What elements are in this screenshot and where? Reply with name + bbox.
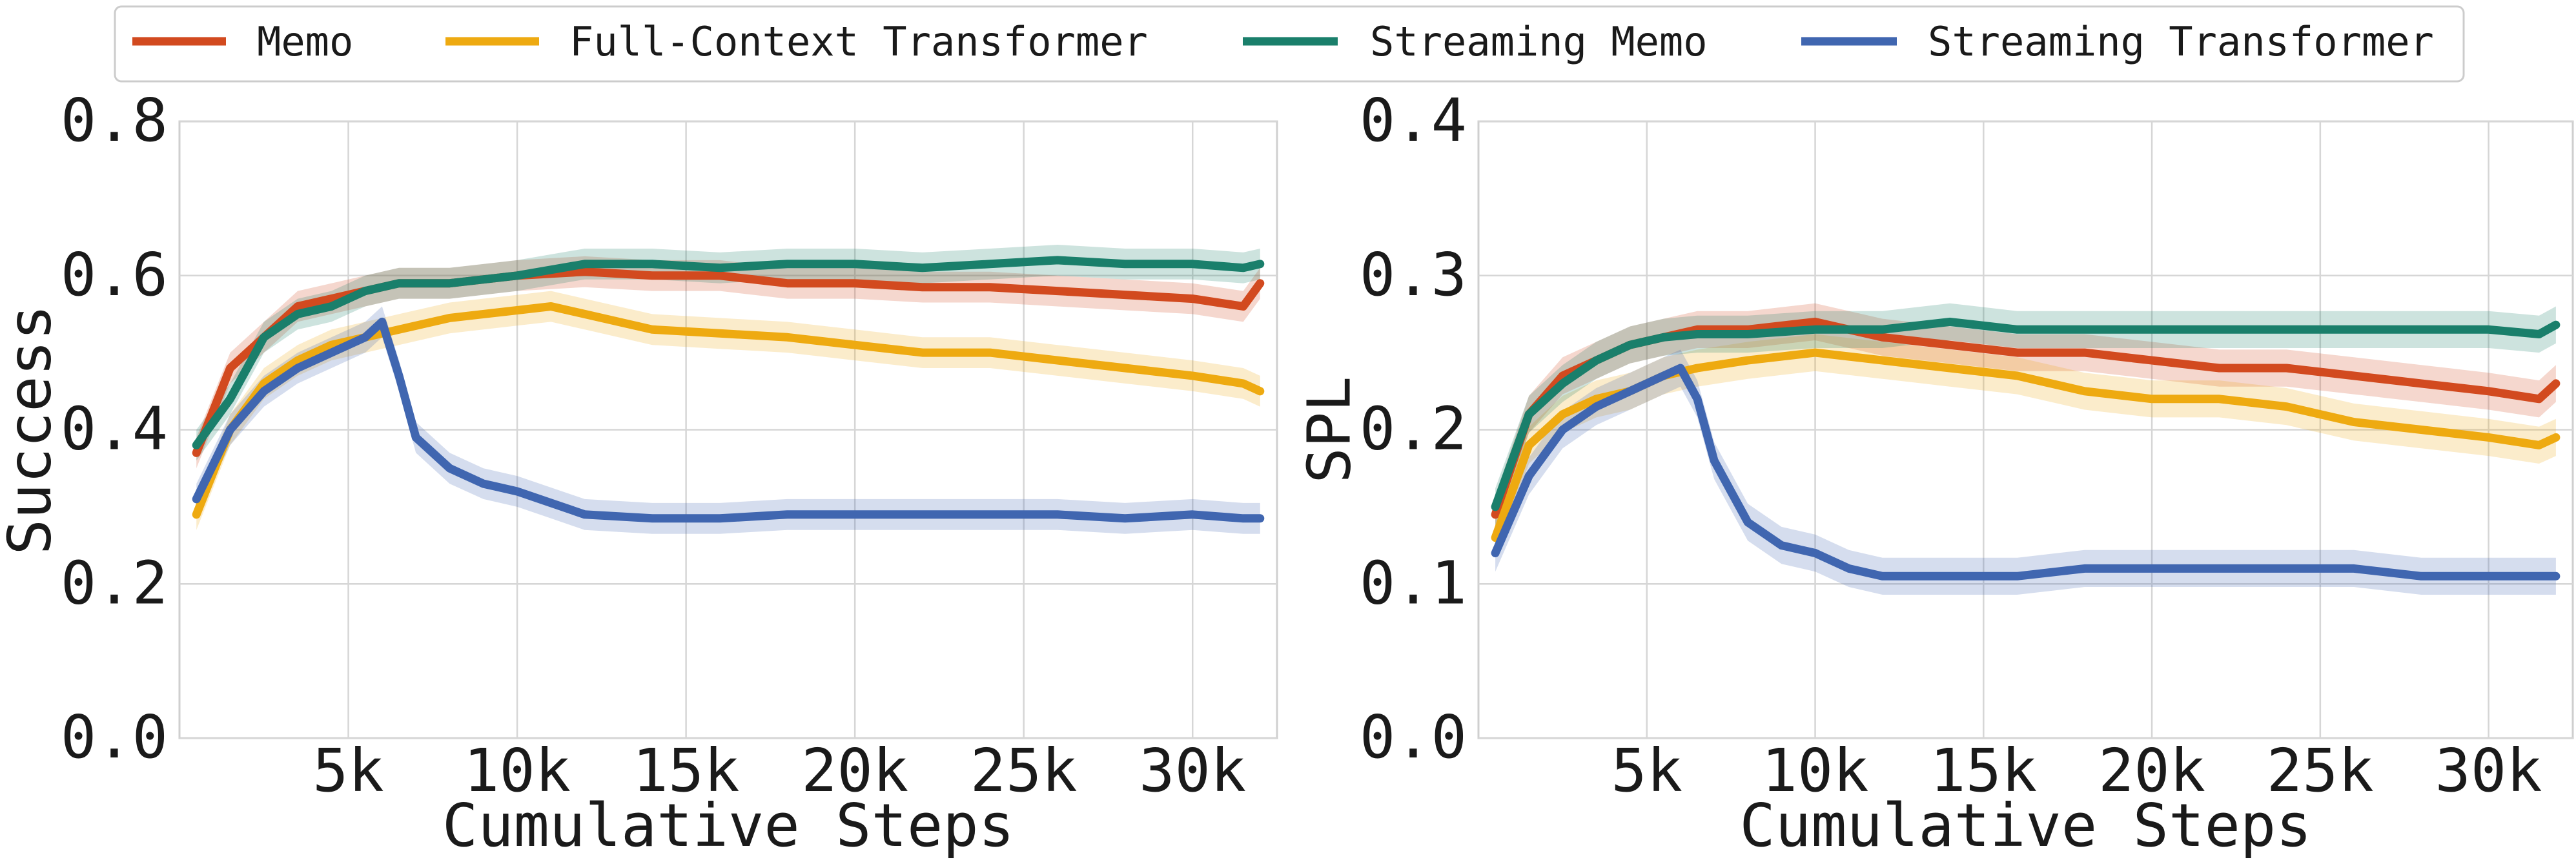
line-streaming-transformer <box>1491 364 2561 581</box>
legend-label-full-context-transformer: Full-Context Transformer <box>569 18 1148 65</box>
x-tick-label: 25k <box>2267 736 2374 805</box>
y-tick-label: 0.0 <box>61 703 168 772</box>
x-tick-label: 10k <box>1761 736 1868 805</box>
x-tick-label: 20k <box>801 736 908 805</box>
line-full-context-transformer <box>192 302 1265 519</box>
legend-entry-memo: Memo <box>132 18 353 65</box>
band-full-context-transformer <box>1495 334 2556 557</box>
x-tick-label: 5k <box>312 736 384 805</box>
legend-label-memo: Memo <box>257 18 353 65</box>
y-tick-label: 0.8 <box>61 86 168 155</box>
x-axis-label: Cumulative Steps <box>1739 791 2311 860</box>
y-tick-label: 0.1 <box>1360 548 1467 617</box>
x-tick-label: 30k <box>2435 736 2542 805</box>
y-tick-label: 0.0 <box>1360 703 1467 772</box>
legend-entry-full-context-transformer: Full-Context Transformer <box>445 18 1148 65</box>
x-tick-label: 10k <box>464 736 571 805</box>
line-streaming-transformer <box>192 317 1265 523</box>
legend: Memo Full-Context Transformer Streaming … <box>114 5 2465 83</box>
success-chart: 0.0 0.2 0.4 0.6 0.8 5k 10k 15k 20k 25k 30k Cumulati… <box>0 86 1278 860</box>
legend-label-streaming-transformer: Streaming Transformer <box>1928 18 2434 65</box>
x-tick-label: 30k <box>1139 736 1246 805</box>
line-memo <box>192 267 1265 457</box>
spl-chart: 0.0 0.1 0.2 0.3 0.4 5k 10k 15k 20k 25k 30k Cumulati… <box>1294 86 2574 860</box>
y-tick-label: 0.3 <box>1360 240 1467 309</box>
y-tick-label: 0.4 <box>61 395 168 464</box>
legend-entry-streaming-memo: Streaming Memo <box>1243 18 1708 65</box>
x-tick-label: 20k <box>2098 736 2205 805</box>
x-tick-label: 15k <box>1930 736 2037 805</box>
line-streaming-memo <box>192 256 1265 449</box>
line-streaming-memo <box>1491 317 2561 511</box>
x-tick-label: 5k <box>1611 736 1682 805</box>
y-axis-label: Success <box>0 305 64 555</box>
x-tick-label: 25k <box>970 736 1078 805</box>
legend-entry-streaming-transformer: Streaming Transformer <box>1801 18 2434 65</box>
y-axis-label: SPL <box>1294 376 1364 483</box>
y-tick-label: 0.2 <box>61 548 168 617</box>
x-tick-label: 15k <box>633 736 740 805</box>
y-tick-label: 0.2 <box>1360 395 1467 464</box>
line-full-context-transformer <box>1491 348 2561 542</box>
band-memo <box>1495 303 2556 533</box>
x-axis-label: Cumulative Steps <box>442 791 1014 860</box>
legend-label-streaming-memo: Streaming Memo <box>1370 18 1708 65</box>
y-tick-label: 0.6 <box>61 240 168 309</box>
y-tick-label: 0.4 <box>1360 86 1467 155</box>
